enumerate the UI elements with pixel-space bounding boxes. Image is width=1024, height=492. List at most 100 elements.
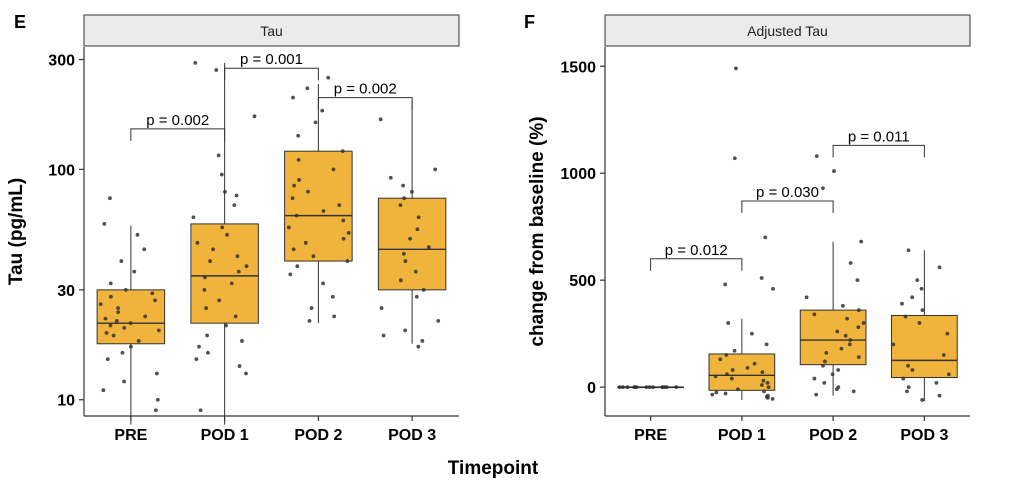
significance-bracket-1: p = 0.012 [650, 242, 743, 271]
y-tick-label: 100 [48, 162, 75, 179]
data-point [903, 314, 908, 319]
data-point [436, 318, 441, 323]
panel-letter: E [14, 12, 26, 32]
data-point [415, 227, 420, 232]
box-3 [284, 83, 353, 324]
bracket-line [317, 97, 413, 110]
data-point [723, 391, 728, 396]
data-point [326, 75, 331, 80]
data-point [919, 286, 924, 291]
data-point [294, 213, 299, 218]
data-point [836, 368, 841, 372]
data-point [848, 338, 853, 342]
box-iqr [96, 289, 166, 345]
data-point [835, 329, 840, 334]
y-tick-label: 1000 [560, 166, 596, 183]
data-point [821, 186, 825, 191]
data-point [900, 301, 904, 306]
data-point [812, 376, 817, 381]
data-point [295, 264, 300, 269]
data-point [193, 61, 198, 65]
data-point [290, 196, 295, 201]
data-point [337, 203, 342, 207]
data-point [408, 236, 413, 241]
facet-title: Tau [260, 23, 283, 39]
data-point [306, 189, 310, 194]
data-point [920, 398, 925, 402]
panel-e: E Tau 10 30 100 300 Tau (pg/mL) PRE POD 1 POD 2 PO… [6, 12, 460, 444]
data-point [116, 310, 121, 315]
data-point [915, 278, 920, 283]
x-tick-label: POD 3 [900, 427, 948, 444]
data-point [766, 385, 771, 390]
data-point [403, 259, 408, 263]
data-point [307, 318, 312, 323]
data-point [836, 385, 841, 390]
data-point [433, 167, 438, 172]
data-point [710, 392, 715, 397]
data-point [128, 321, 133, 326]
data-point [634, 385, 639, 390]
data-point [713, 374, 718, 379]
data-point [136, 339, 141, 343]
data-point [766, 393, 770, 398]
x-tick-label: POD 2 [294, 427, 342, 444]
data-point [156, 328, 161, 333]
significance-bracket-2: p = 0.030 [741, 184, 834, 214]
data-point [763, 235, 768, 240]
data-point [252, 114, 257, 119]
data-point [937, 265, 942, 270]
data-point [814, 392, 819, 397]
data-point [135, 232, 140, 237]
box-3 [799, 241, 867, 396]
data-point [910, 368, 915, 372]
data-point [625, 385, 630, 390]
significance-bracket-1: p = 0.002 [130, 112, 226, 141]
data-point [108, 323, 113, 328]
data-point [725, 372, 729, 377]
data-point [946, 372, 951, 377]
box-4 [891, 250, 958, 402]
significance-bracket-3: p = 0.002 [317, 81, 413, 110]
data-point [206, 350, 210, 355]
data-point [426, 245, 431, 249]
x-tick-label: PRE [114, 427, 147, 444]
data-point [378, 117, 383, 122]
x-tick-label: PRE [634, 427, 667, 444]
box-iqr [190, 223, 259, 324]
data-point [934, 380, 939, 385]
p-value-label: p = 0.012 [665, 242, 728, 259]
box-iqr [799, 309, 867, 366]
data-point [379, 306, 384, 310]
data-point [236, 269, 241, 274]
data-point [292, 183, 296, 188]
data-point [812, 312, 817, 317]
y-tick-label: 500 [569, 273, 596, 290]
data-point [311, 254, 316, 259]
data-point [101, 388, 106, 393]
data-point [851, 389, 856, 394]
data-point [297, 178, 301, 182]
data-point [420, 339, 425, 343]
data-point [891, 342, 896, 347]
data-point [736, 387, 740, 392]
data-point [321, 209, 326, 213]
data-point [647, 385, 652, 390]
data-point [232, 203, 237, 207]
box-1 [96, 225, 166, 425]
data-point [240, 339, 244, 343]
data-point [109, 294, 113, 299]
data-point [413, 269, 418, 274]
data-point [305, 86, 310, 91]
y-axis-label: Tau (pg/mL) [6, 178, 27, 285]
data-point [381, 333, 386, 338]
data-point [745, 365, 750, 370]
data-point [203, 275, 207, 280]
data-point [937, 393, 942, 398]
data-point [804, 295, 809, 300]
data-point [749, 331, 754, 336]
data-point [108, 281, 113, 286]
data-point [303, 240, 308, 245]
x-tick-label: POD 1 [718, 427, 766, 444]
